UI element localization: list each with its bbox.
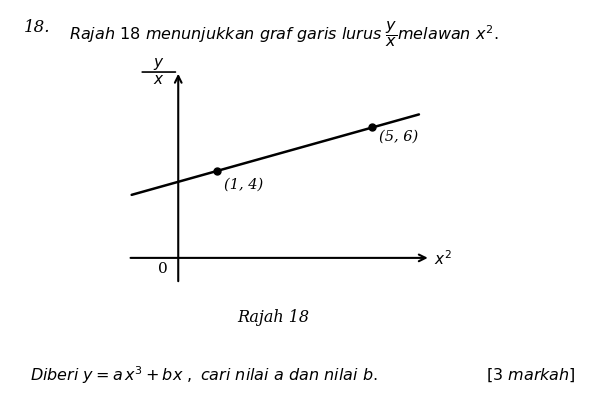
Text: (5, 6): (5, 6) <box>379 129 419 144</box>
Text: 18.: 18. <box>24 19 50 36</box>
Text: $\mathit{Rajah\ 18\ menunjukkan\ graf\ garis\ lurus\ }$$\dfrac{y}{x}$$\mathit{me: $\mathit{Rajah\ 18\ menunjukkan\ graf\ g… <box>69 19 499 49</box>
Text: $x$: $x$ <box>153 73 164 87</box>
Text: $y$: $y$ <box>153 56 164 73</box>
Text: $x^2$: $x^2$ <box>434 250 452 269</box>
Text: $\mathit{[3\ markah]}$: $\mathit{[3\ markah]}$ <box>487 367 576 384</box>
Text: Rajah 18: Rajah 18 <box>237 309 309 326</box>
Text: 0: 0 <box>158 262 167 276</box>
Text: (1, 4): (1, 4) <box>224 178 263 191</box>
Text: $\mathit{Diberi\ y = a\,x^3 + bx\ ,\ cari\ nilai\ a\ dan\ nilai\ b.}$: $\mathit{Diberi\ y = a\,x^3 + bx\ ,\ car… <box>30 365 378 386</box>
